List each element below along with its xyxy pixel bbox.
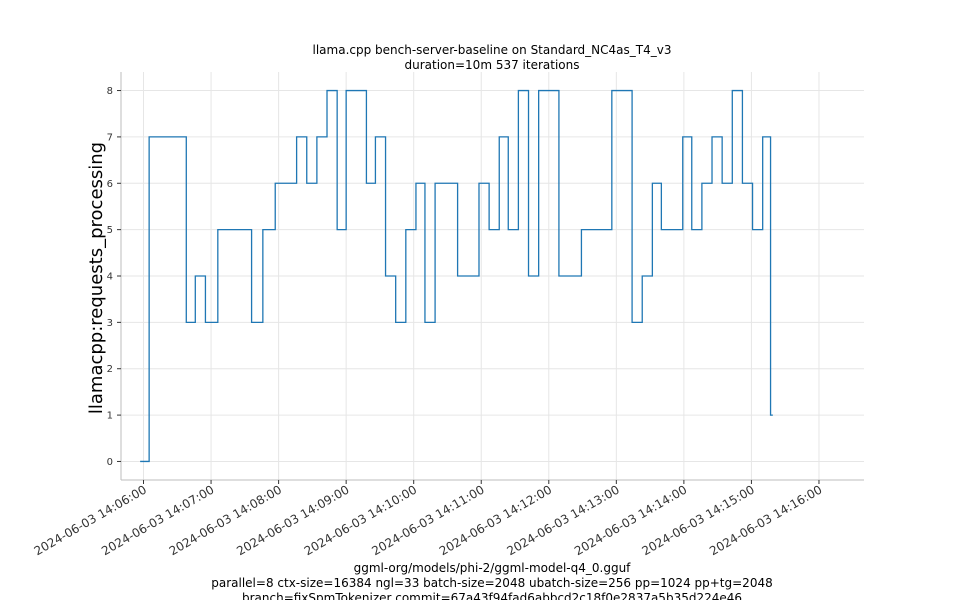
y-tick-label: 8 — [107, 86, 113, 97]
y-tick-label: 0 — [107, 457, 113, 468]
y-tick-label: 7 — [107, 132, 113, 143]
series — [140, 89, 773, 463]
x-tick-label: 2024-06-03 14:10:00 — [302, 482, 419, 558]
x-tick-label: 2024-06-03 14:09:00 — [234, 482, 351, 558]
y-tick-label: 3 — [107, 318, 113, 329]
y-tick-label: 5 — [107, 225, 113, 236]
x-tick-label: 2024-06-03 14:07:00 — [99, 482, 216, 558]
x-tick-label: 2024-06-03 14:14:00 — [572, 482, 689, 558]
x-tick-label: 2024-06-03 14:15:00 — [640, 482, 757, 558]
chart-title: llama.cpp bench-server-baseline on Stand… — [313, 43, 672, 57]
x-tick-label: 2024-06-03 14:06:00 — [32, 482, 149, 558]
chart-subtitle: duration=10m 537 iterations — [405, 58, 580, 72]
footer-line-2: parallel=8 ctx-size=16384 ngl=33 batch-s… — [211, 576, 772, 590]
x-tick-label: 2024-06-03 14:13:00 — [504, 482, 621, 558]
y-tick-label: 6 — [107, 179, 113, 190]
series-line — [140, 89, 773, 463]
y-tick-label: 4 — [107, 272, 113, 283]
y-tick-label: 1 — [107, 411, 113, 422]
x-tick-label: 2024-06-03 14:08:00 — [167, 482, 284, 558]
y-axis-label: llamacpp:requests_processing — [86, 142, 107, 414]
footer-line-1: ggml-org/models/phi-2/ggml-model-q4_0.gg… — [354, 561, 632, 575]
x-tick-label: 2024-06-03 14:16:00 — [707, 482, 824, 558]
x-tick-label: 2024-06-03 14:12:00 — [437, 482, 554, 558]
x-tick-label: 2024-06-03 14:11:00 — [369, 482, 486, 558]
y-tick-label: 2 — [107, 364, 113, 375]
y-ticks: 0 1 2 3 4 5 6 7 8 — [107, 86, 121, 468]
grid — [121, 72, 864, 480]
footer-line-3: branch=fixSpmTokenizer commit=67a43f94fa… — [242, 591, 742, 600]
